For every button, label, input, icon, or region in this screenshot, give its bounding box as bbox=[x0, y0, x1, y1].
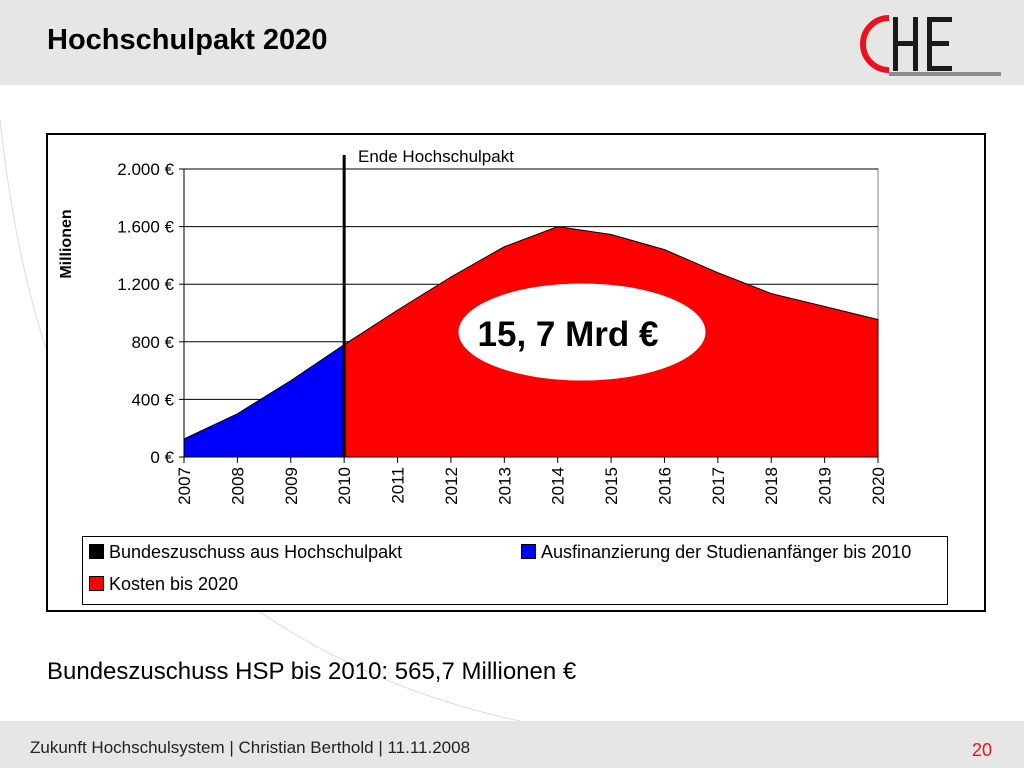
legend-swatch-blue bbox=[521, 544, 536, 559]
y-tick-label: 0 € bbox=[150, 448, 174, 467]
che-logo bbox=[860, 15, 1001, 76]
x-tick-label: 2020 bbox=[869, 467, 888, 505]
annotation-ende-hochschulpakt: Ende Hochschulpakt bbox=[358, 147, 514, 166]
x-tick-label: 2012 bbox=[442, 467, 461, 505]
x-tick-label: 2016 bbox=[655, 467, 674, 505]
x-tick-label: 2014 bbox=[549, 467, 568, 505]
callout-total-cost: 15, 7 Mrd € bbox=[477, 315, 659, 354]
x-tick-label: 2015 bbox=[602, 467, 621, 505]
y-axis-label: Millionen bbox=[58, 209, 75, 279]
x-tick-label: 2010 bbox=[335, 467, 354, 505]
y-tick-label: 2.000 € bbox=[117, 160, 174, 179]
legend-label: Ausfinanzierung der Studienanfänger bis … bbox=[541, 542, 912, 562]
x-tick-label: 2013 bbox=[495, 467, 514, 505]
page-number: 20 bbox=[971, 740, 992, 760]
axes: 0 € 400 € 800 € 1.200 € 1.600 € 2.000 € 2007 20… bbox=[117, 155, 888, 505]
x-tick-label: 2008 bbox=[228, 467, 247, 505]
legend-swatch-black bbox=[89, 544, 104, 559]
y-tick-label: 800 € bbox=[131, 333, 174, 352]
header-bar bbox=[0, 0, 1024, 85]
summary-text: Bundeszuschuss HSP bis 2010: 565,7 Milli… bbox=[47, 658, 577, 685]
x-tick-label: 2011 bbox=[389, 467, 408, 504]
x-tick-label: 2017 bbox=[709, 467, 728, 505]
x-tick-label: 2018 bbox=[762, 467, 781, 505]
footer-text: Zukunft Hochschulsystem | Christian Bert… bbox=[30, 738, 471, 757]
y-tick-label: 400 € bbox=[131, 390, 174, 409]
chart-legend: Bundeszuschuss aus Hochschulpakt Ausfina… bbox=[82, 536, 948, 605]
chart-frame: 0 € 400 € 800 € 1.200 € 1.600 € 2.000 € 2007 20… bbox=[46, 133, 986, 612]
footer-bar bbox=[0, 721, 1024, 768]
legend-item-ausfinanzierung: Ausfinanzierung der Studienanfänger bis … bbox=[521, 542, 911, 563]
x-tick-label: 2019 bbox=[816, 467, 835, 505]
area-chart: 0 € 400 € 800 € 1.200 € 1.600 € 2.000 € 2007 20… bbox=[117, 155, 888, 505]
y-tick-label: 1.600 € bbox=[117, 218, 174, 237]
x-tick-label: 2009 bbox=[282, 467, 301, 505]
legend-swatch-red bbox=[89, 576, 104, 591]
legend-item-kosten: Kosten bis 2020 bbox=[89, 574, 238, 595]
callout-ellipse bbox=[457, 282, 707, 382]
slide-title: Hochschulpakt 2020 bbox=[47, 24, 328, 56]
legend-item-bundeszuschuss: Bundeszuschuss aus Hochschulpakt bbox=[89, 542, 402, 563]
y-tick-label: 1.200 € bbox=[117, 275, 174, 294]
legend-label: Bundeszuschuss aus Hochschulpakt bbox=[109, 542, 403, 562]
x-tick-label: 2007 bbox=[175, 467, 194, 505]
legend-label: Kosten bis 2020 bbox=[109, 574, 239, 594]
